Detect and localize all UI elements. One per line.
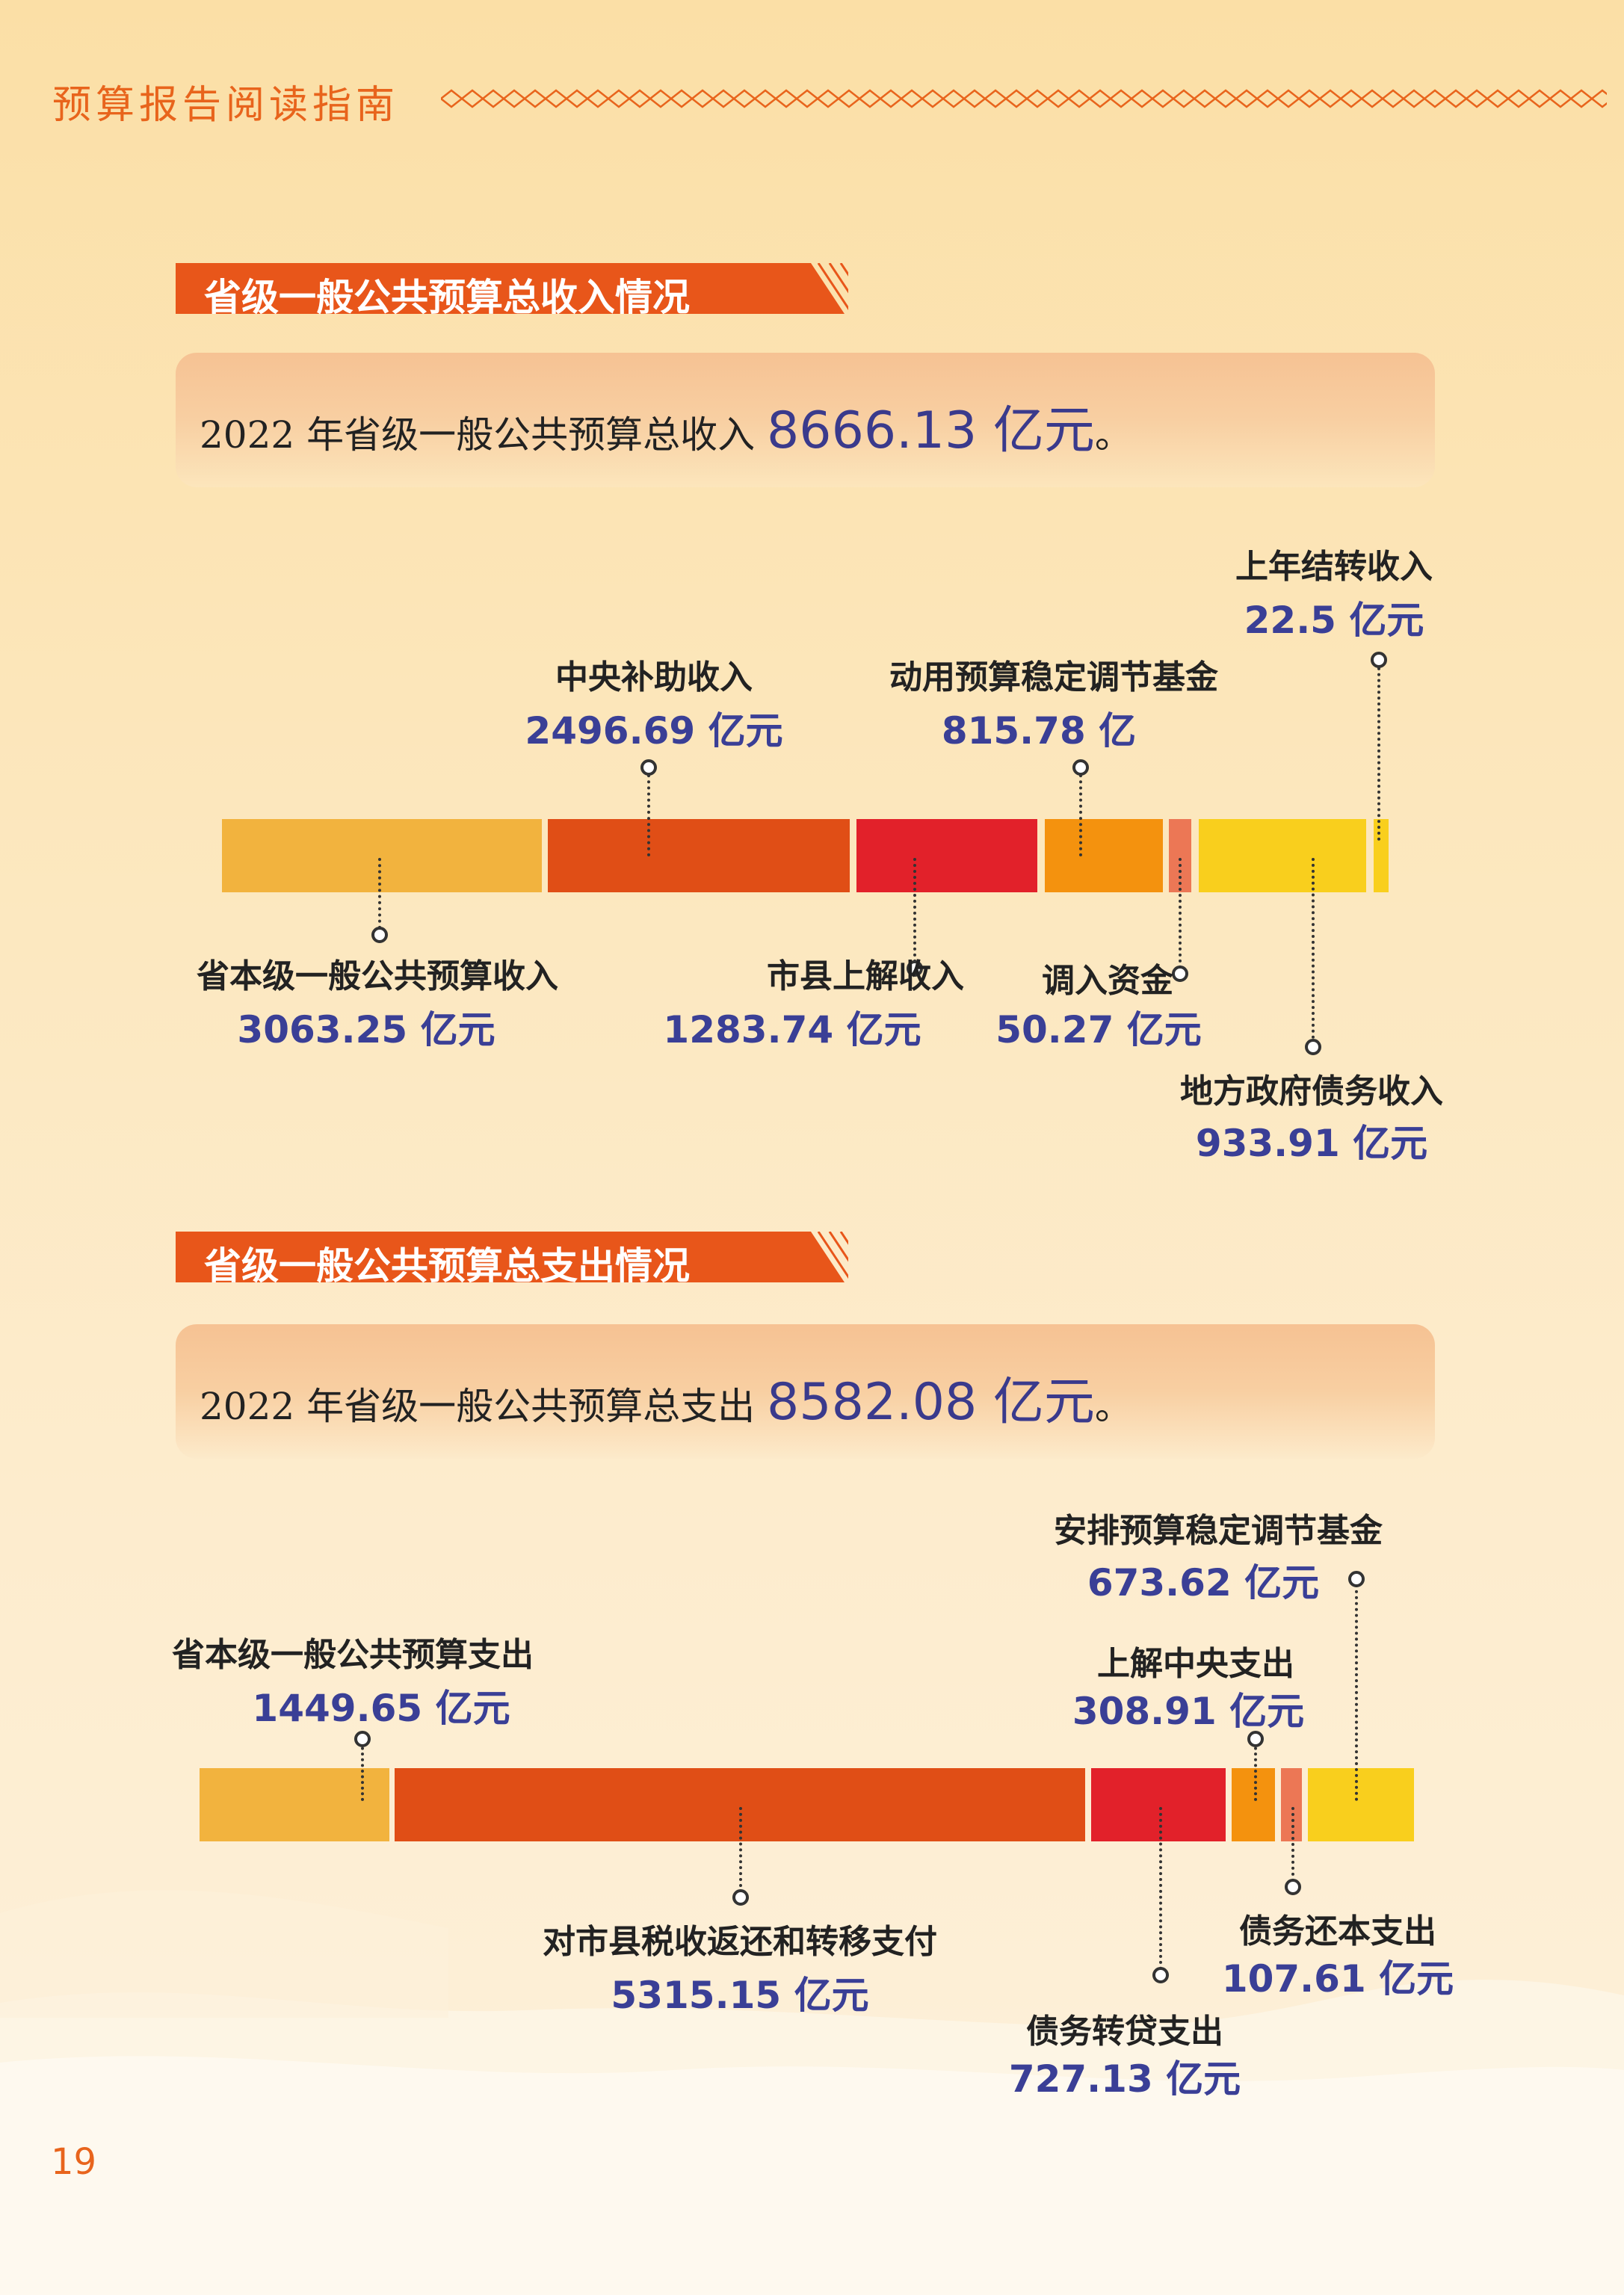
revenue-label-prior-carryover: 上年结转收入: [1235, 548, 1433, 586]
expenditure-label-provincial: 省本级一般公共预算支出: [172, 1636, 534, 1674]
revenue-value-prior-carryover: 22.5 亿元: [1244, 599, 1424, 642]
expenditure-label-debt-principal: 债务还本支出: [1239, 1912, 1436, 1950]
revenue-label-stabilization-fund: 动用预算稳定调节基金: [889, 658, 1218, 696]
expenditure-summary-box: 2022 年省级一般公共预算总支出 8582.08 亿元。: [176, 1324, 1435, 1459]
expenditure-value-provincial: 1449.65 亿元: [252, 1687, 510, 1730]
expenditure-segment-provincial: [200, 1768, 389, 1841]
revenue-section-title-text: 省级一般公共预算总收入情况: [204, 276, 690, 319]
expenditure-section-title-text: 省级一般公共预算总支出情况: [204, 1244, 690, 1288]
revenue-label-local-debt: 地方政府债务收入: [1180, 1072, 1443, 1111]
expenditure-value-tax-return-transfer: 5315.15 亿元: [611, 1974, 869, 2017]
expenditure-value-debt-principal: 107.61 亿元: [1221, 1957, 1454, 2001]
expenditure-label-stabilization-fund: 安排预算稳定调节基金: [1054, 1512, 1383, 1550]
revenue-label-transferred-funds: 调入资金: [1042, 962, 1173, 1000]
revenue-summary-amount: 8666.13 亿元: [767, 401, 1095, 460]
expenditure-segment-stabilization-fund: [1308, 1768, 1414, 1841]
expenditure-label-debt-onlending: 债务转贷支出: [1026, 2013, 1223, 2051]
revenue-segment-stabilization-fund: [1045, 819, 1163, 892]
expenditure-value-stabilization-fund: 673.62 亿元: [1087, 1561, 1320, 1604]
revenue-label-city-county-remit: 市县上解收入: [767, 957, 964, 995]
revenue-value-central-subsidy: 2496.69 亿元: [525, 709, 783, 753]
expenditure-segment-remit-central: [1232, 1768, 1275, 1841]
revenue-summary-box: 2022 年省级一般公共预算总收入 8666.13 亿元。: [176, 353, 1435, 487]
page-number: 19: [51, 2141, 97, 2183]
expenditure-label-tax-return-transfer: 对市县税收返还和转移支付: [543, 1923, 937, 1961]
revenue-value-stabilization-fund: 815.78 亿: [941, 709, 1137, 753]
revenue-section-title: 省级一般公共预算总收入情况: [176, 263, 848, 319]
revenue-summary-text: 2022 年省级一般公共预算总收入 8666.13 亿元。: [200, 389, 1132, 463]
revenue-segment-central-subsidy: [548, 819, 850, 892]
revenue-value-provincial: 3063.25 亿元: [237, 1008, 495, 1051]
revenue-summary-suffix: 。: [1094, 413, 1132, 457]
revenue-value-local-debt: 933.91 亿元: [1195, 1122, 1428, 1165]
page-header-title: 预算报告阅读指南: [52, 83, 400, 128]
diamond-border-decoration: [441, 89, 1607, 108]
revenue-segment-prior-carryover: [1374, 819, 1389, 892]
revenue-label-provincial: 省本级一般公共预算收入: [197, 957, 558, 995]
revenue-value-city-county-remit: 1283.74 亿元: [663, 1008, 921, 1051]
revenue-label-central-subsidy: 中央补助收入: [555, 658, 753, 696]
revenue-segment-provincial: [222, 819, 542, 892]
expenditure-summary-prefix: 2022 年省级一般公共预算总支出: [200, 1385, 756, 1428]
expenditure-segment-debt-onlending: [1091, 1768, 1226, 1841]
revenue-segment-city-county-remit: [856, 819, 1037, 892]
revenue-summary-prefix: 2022 年省级一般公共预算总收入: [200, 413, 756, 457]
expenditure-value-debt-onlending: 727.13 亿元: [1008, 2057, 1241, 2101]
revenue-segment-local-debt: [1199, 819, 1366, 892]
expenditure-summary-amount: 8582.08 亿元: [767, 1373, 1095, 1432]
revenue-value-transferred-funds: 50.27 亿元: [995, 1008, 1202, 1051]
expenditure-section-title: 省级一般公共预算总支出情况: [176, 1232, 848, 1288]
expenditure-label-remit-central: 上解中央支出: [1097, 1645, 1294, 1683]
expenditure-value-remit-central: 308.91 亿元: [1072, 1690, 1305, 1733]
expenditure-summary-text: 2022 年省级一般公共预算总支出 8582.08 亿元。: [200, 1360, 1132, 1434]
expenditure-summary-suffix: 。: [1094, 1385, 1132, 1428]
